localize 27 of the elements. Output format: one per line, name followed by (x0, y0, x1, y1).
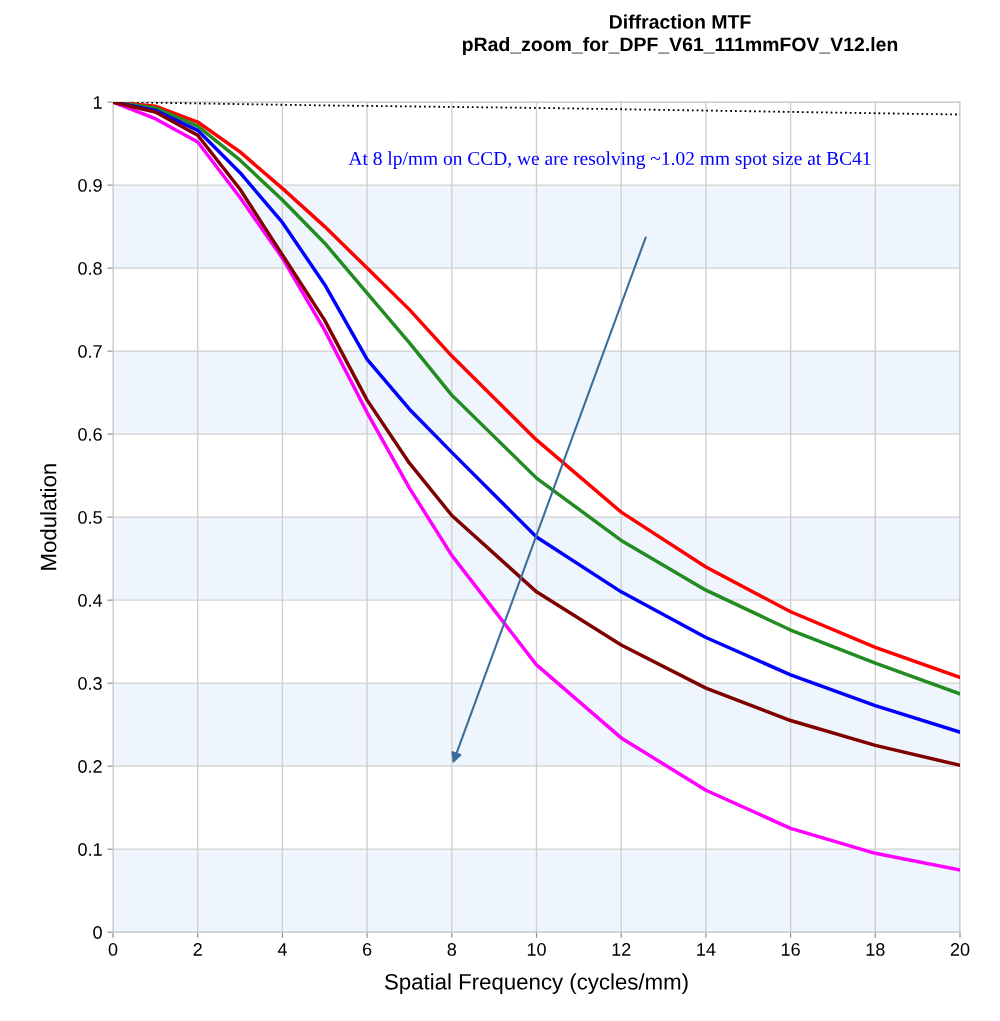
x-tick-label: 12 (612, 943, 631, 956)
x-tick-label: 6 (363, 943, 372, 956)
x-tick-label: 4 (277, 943, 287, 956)
y-tick-label: 0.5 (78, 511, 102, 524)
y-tick-label: 0.4 (78, 594, 103, 607)
x-tick-label: 10 (527, 943, 546, 956)
chart-subtitle: pRad_zoom_for_DPF_V61_111mmFOV_V12.len (462, 36, 898, 56)
y-tick-label: 0.3 (78, 677, 102, 690)
y-tick-label: 0.7 (78, 345, 102, 358)
chart-title: Diffraction MTF (610, 14, 751, 29)
y-tick-label: 0.2 (78, 760, 102, 773)
x-tick-label: 20 (950, 943, 970, 956)
y-axis-title: Modulation (40, 464, 57, 570)
y-tick-label: 0.8 (78, 262, 102, 275)
y-tick-label: 0.9 (78, 179, 102, 192)
x-axis-title: Spatial Frequency (cycles/mm) (385, 973, 688, 995)
x-tick-label: 18 (866, 943, 885, 956)
x-tick-label: 16 (781, 943, 800, 956)
x-tick-label: 0 (108, 943, 118, 956)
annotation: At 8 lp/mm on CCD, we are resolving ~1.02 mm spot size at BC41 (348, 151, 871, 170)
y-tick-label: 0 (93, 926, 102, 939)
y-tick-label: 0.1 (78, 843, 102, 856)
y-tick-label: 1 (93, 96, 102, 109)
y-tick-label: 0.6 (78, 428, 102, 441)
x-tick-label: 2 (193, 943, 202, 956)
x-tick-label: 8 (447, 943, 457, 956)
x-tick-label: 14 (697, 943, 716, 956)
